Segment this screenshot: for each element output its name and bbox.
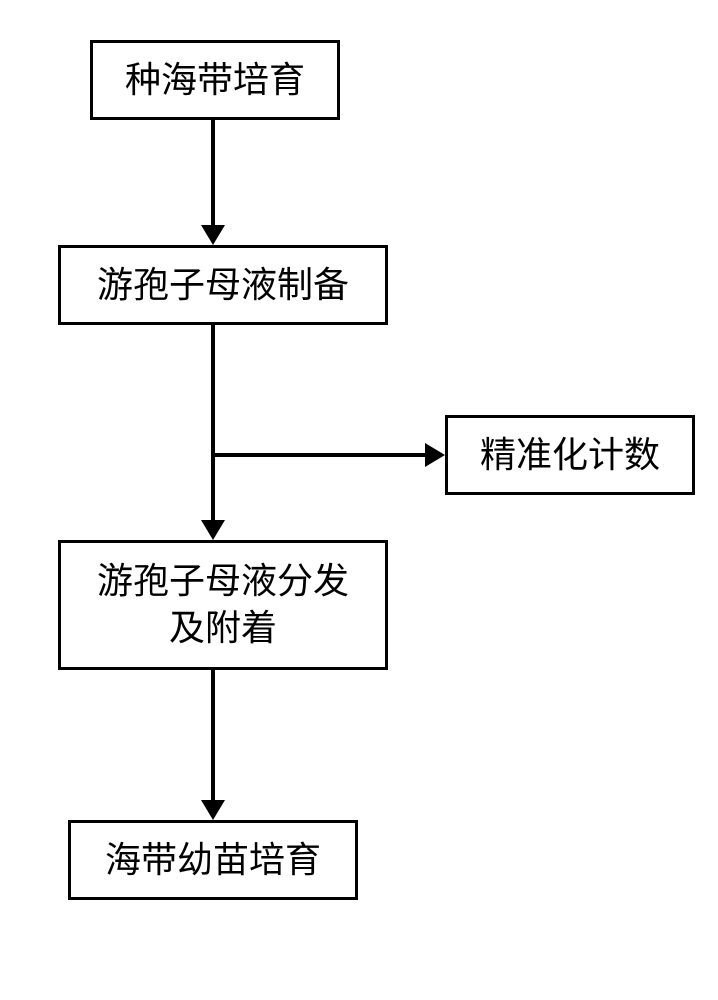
arrow-to-3-head [425,443,445,467]
arrow-2-4-head [201,520,225,540]
arrow-4-5-line [211,670,215,800]
flowchart-step-3: 精准化计数 [445,415,695,495]
step5-label: 海带幼苗培育 [105,837,321,884]
flowchart-step-1: 种海带培育 [90,40,340,120]
step1-label: 种海带培育 [125,57,305,104]
arrow-4-5-head [201,800,225,820]
flowchart-step-5: 海带幼苗培育 [68,820,358,900]
arrow-to-3-line [213,453,425,457]
step3-label: 精准化计数 [480,432,660,479]
arrow-1-2-line [211,120,215,225]
step2-label: 游孢子母液制备 [97,262,349,309]
flowchart-step-4: 游孢子母液分发 及附着 [58,540,388,670]
arrow-1-2-head [201,225,225,245]
flowchart-step-2: 游孢子母液制备 [58,245,388,325]
step4-label: 游孢子母液分发 及附着 [97,558,349,652]
arrow-2-4-line [211,325,215,520]
